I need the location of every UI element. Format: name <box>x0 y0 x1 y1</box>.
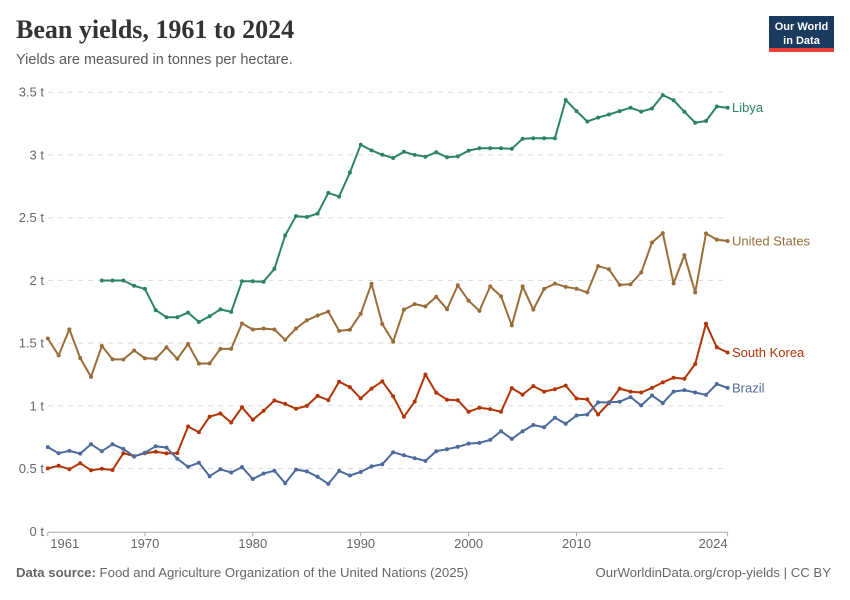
svg-text:0 t: 0 t <box>30 524 45 539</box>
svg-text:3.5 t: 3.5 t <box>19 85 45 100</box>
svg-text:1 t: 1 t <box>30 398 45 413</box>
svg-text:United States: United States <box>732 234 811 249</box>
svg-text:2 t: 2 t <box>30 273 45 288</box>
svg-text:1.5 t: 1.5 t <box>19 336 45 351</box>
svg-text:2000: 2000 <box>454 536 483 551</box>
svg-text:2010: 2010 <box>562 536 591 551</box>
svg-text:1990: 1990 <box>346 536 375 551</box>
svg-text:2.5 t: 2.5 t <box>19 210 45 225</box>
svg-text:Brazil: Brazil <box>732 380 765 395</box>
svg-text:Libya: Libya <box>732 100 764 115</box>
svg-text:South Korea: South Korea <box>732 345 805 360</box>
svg-text:1980: 1980 <box>238 536 267 551</box>
svg-text:1970: 1970 <box>130 536 159 551</box>
svg-text:1961: 1961 <box>50 536 79 551</box>
svg-text:2024: 2024 <box>699 536 728 551</box>
svg-text:0.5 t: 0.5 t <box>19 461 45 476</box>
svg-text:3 t: 3 t <box>30 147 45 162</box>
